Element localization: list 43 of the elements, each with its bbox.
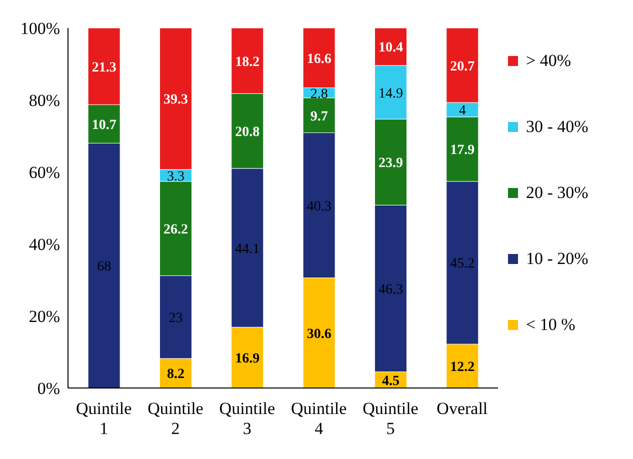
x-tick-label: Quintile 5 [362,399,418,438]
y-tick-label: 40% [28,235,60,254]
data-label: 39.3 [163,92,188,108]
x-tick-label: Quintile 2 [148,399,204,438]
data-label: 40.3 [306,199,332,214]
legend-label: < 10 % [526,315,576,335]
data-label: 4 [458,104,466,119]
y-tick-label: 100% [20,19,60,38]
data-label: 20.8 [235,124,260,140]
y-tick-label: 60% [28,163,60,182]
x-tick-label: Quintile 3 [219,399,276,438]
legend-label: 20 - 30% [526,183,588,203]
y-tick-label: 20% [28,307,60,326]
data-label: 26.2 [163,222,188,238]
data-label: 10.7 [92,118,116,133]
data-label: 16.6 [306,52,332,67]
data-label: 21.3 [92,60,116,76]
data-label: 45.2 [450,256,475,272]
data-label: 30.6 [306,326,332,342]
data-label: 44.1 [235,242,260,257]
data-label: 3.3 [166,169,184,184]
data-label: 46.3 [378,282,403,298]
data-label: 14.9 [378,86,403,102]
x-tick-label: Quintile 4 [290,399,347,438]
data-label: 23.9 [378,156,403,172]
data-label: 9.7 [310,109,328,124]
x-tick-label: Quintile 1 [76,399,132,438]
data-label: 4.5 [382,374,400,389]
data-label: 16.9 [235,352,260,367]
data-label: 23 [168,311,183,326]
legend-label: 30 - 40% [526,117,588,137]
data-label: 18.2 [235,54,260,70]
y-tick-label: 80% [28,91,60,110]
x-tick-label: Overall [436,399,488,418]
data-label: 10.4 [378,40,403,56]
data-label: 68 [97,260,112,275]
data-label: 17.9 [450,143,475,158]
data-label: 8.2 [166,367,184,382]
data-label: 20.7 [450,59,475,74]
legend-label: 10 - 20% [526,249,588,269]
legend-label: > 40% [526,51,571,71]
data-label: 12.2 [450,360,475,376]
y-tick-label: 0% [37,379,60,398]
